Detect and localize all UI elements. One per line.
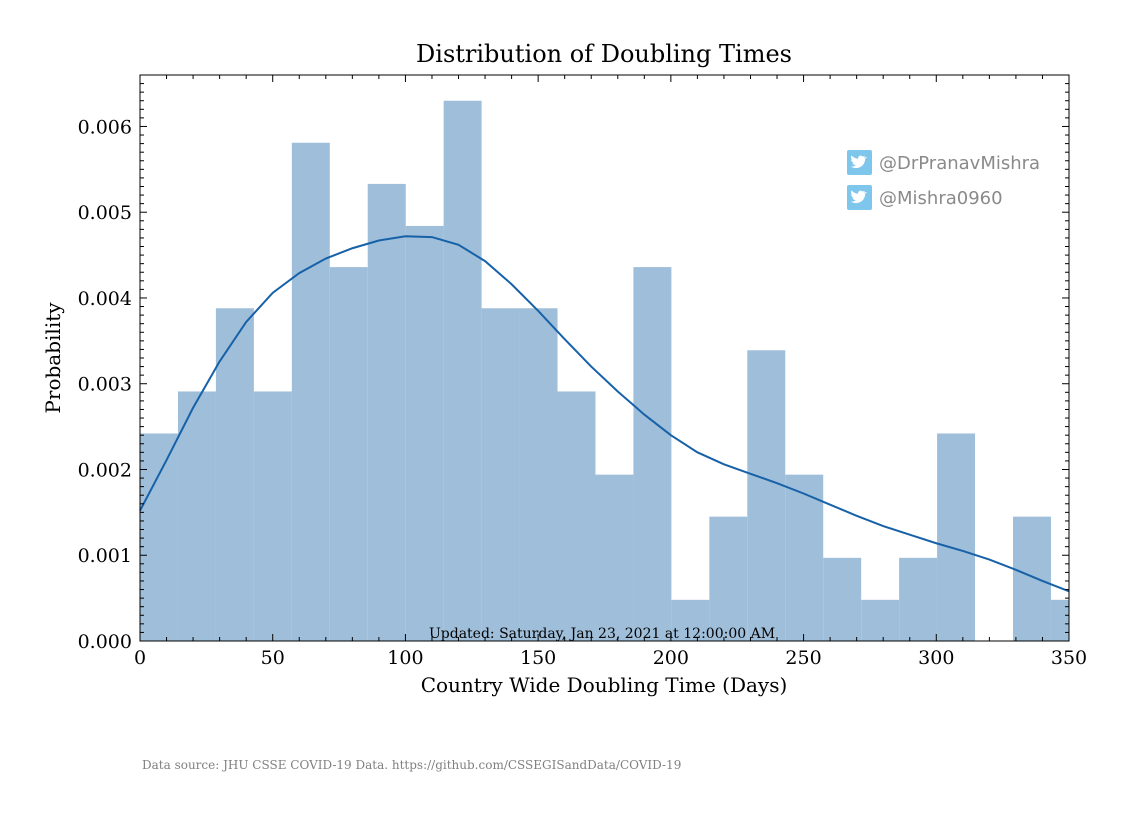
histogram-bar [291,142,330,641]
histogram-bars [140,100,1069,642]
axis-ticks [139,75,1070,642]
histogram-bar [785,474,824,641]
x-tick-labels: 0 50 100 150 200 250 300 350 [134,647,1087,669]
x-tick-label: 50 [261,647,285,669]
histogram-bar [861,599,900,641]
x-axis-label: Country Wide Doubling Time (Days) [421,673,788,697]
x-tick-label: 300 [918,647,954,669]
histogram-bar [823,557,862,641]
handle-row: @DrPranavMishra [847,150,1040,175]
y-tick-label: 0.005 [78,202,132,224]
kde-curve [139,235,1070,593]
y-tick-label: 0.000 [78,631,132,653]
y-tick-label: 0.002 [78,459,132,481]
histogram-bar [405,225,444,641]
y-tick-label: 0.003 [78,374,132,396]
x-tick-label: 200 [653,647,689,669]
handle-text: @DrPranavMishra [879,153,1040,174]
x-tick-label: 0 [134,647,146,669]
data-source-note: Data source: JHU CSSE COVID-19 Data. htt… [142,758,682,772]
histogram-bar [253,391,292,641]
twitter-handles: @DrPranavMishra @Mishra0960 [847,150,1040,210]
y-tick-label: 0.001 [78,545,132,567]
chart-title: Distribution of Doubling Times [416,40,792,68]
y-tick-label: 0.006 [78,116,132,138]
y-tick-label: 0.004 [78,288,132,310]
histogram-bar [519,308,558,641]
histogram-bar [177,391,216,641]
histogram-bar [443,100,482,642]
handle-text: @Mishra0960 [879,188,1003,209]
histogram-bar [899,557,938,641]
histogram-bar [937,433,976,641]
x-tick-label: 350 [1051,647,1087,669]
histogram-bar [1012,516,1051,641]
histogram-bar [481,308,520,641]
histogram-bar [367,183,406,641]
y-axis-label: Probability [41,302,65,414]
histogram-bar [1050,599,1069,641]
histogram-bar [329,267,368,641]
y-tick-labels: 0.000 0.001 0.002 0.003 0.004 0.005 0.006 [78,116,132,653]
histogram-bar [671,599,710,641]
x-tick-label: 150 [520,647,556,669]
histogram-bar [633,267,672,641]
updated-annotation: Updated: Saturday, Jan 23, 2021 at 12:00… [429,626,775,642]
twitter-bird-glyph [850,190,867,204]
histogram-bar [215,308,254,641]
twitter-bird-glyph [850,155,867,169]
handle-row: @Mishra0960 [847,185,1003,210]
histogram-bar [747,350,786,641]
histogram-bar [140,433,178,641]
histogram-bar [557,391,596,641]
x-tick-label: 250 [785,647,821,669]
x-tick-label: 100 [387,647,423,669]
histogram-bar [709,516,748,641]
histogram-bar [595,474,634,641]
